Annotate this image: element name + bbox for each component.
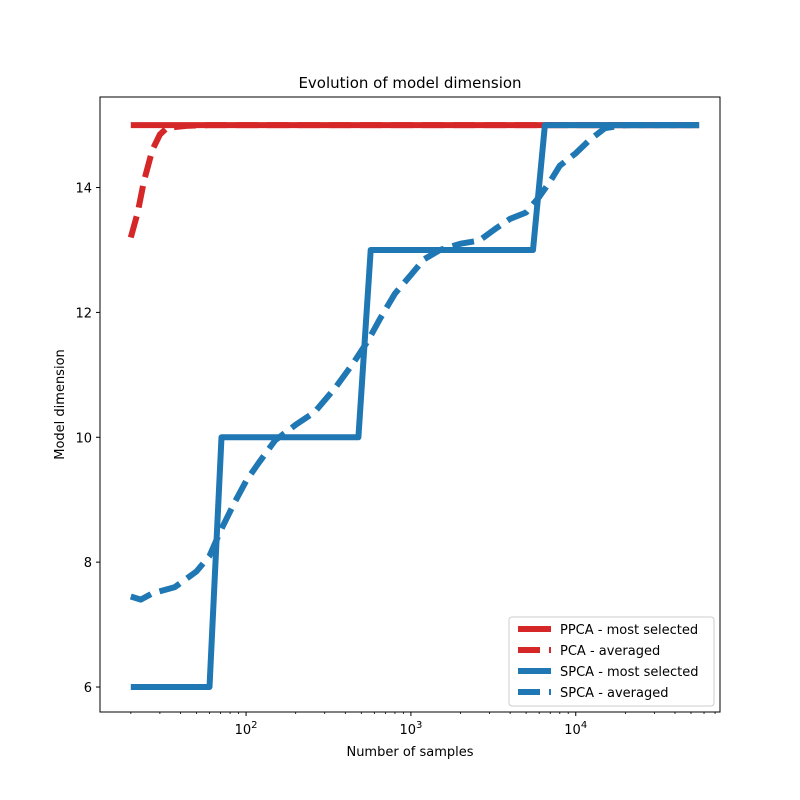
chart-title: Evolution of model dimension — [298, 74, 521, 92]
legend-box — [508, 616, 715, 707]
legend-label-spca-averaged: SPCA - averaged — [560, 686, 669, 701]
x-tick-label: 102 — [235, 720, 258, 738]
y-axis-ticks: 6 8 10 12 14 — [75, 182, 100, 696]
series-line-pca-averaged — [127, 122, 700, 239]
legend-label-pca-averaged: PCA - averaged — [560, 644, 660, 659]
y-tick-label: 10 — [75, 431, 92, 446]
plot-frame — [99, 96, 721, 713]
y-tick-label: 14 — [75, 182, 92, 197]
y-tick-label: 12 — [75, 306, 92, 321]
legend-label-ppca-most-selected: PPCA - most selected — [560, 623, 698, 638]
x-tick-label: 104 — [564, 720, 587, 738]
y-tick-label: 6 — [84, 681, 92, 696]
legend: PPCA - most selected PCA - averaged SPCA -… — [508, 616, 715, 707]
x-axis-ticks: 102 103 104 — [130, 712, 716, 738]
series-line-spca-averaged — [129, 122, 700, 603]
legend-label-spca-most-selected: SPCA - most selected — [560, 665, 699, 680]
series-layer — [127, 122, 700, 690]
x-tick-label: 103 — [399, 720, 422, 738]
y-axis-label: Model dimension — [53, 349, 68, 460]
x-axis-label: Number of samples — [346, 745, 473, 760]
y-tick-label: 8 — [84, 556, 92, 571]
